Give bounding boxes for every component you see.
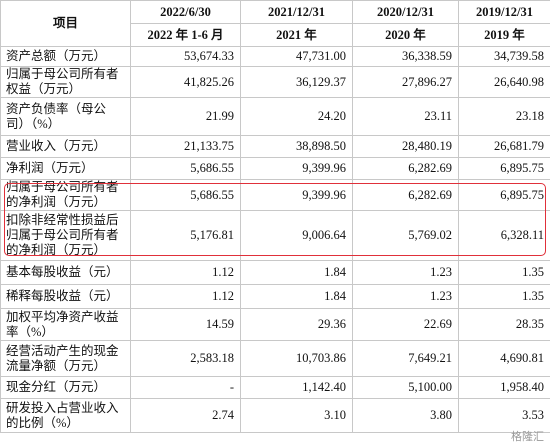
row-label: 经营活动产生的现金流量净额（万元） xyxy=(0,340,131,377)
value-cell: 22.69 xyxy=(352,308,459,341)
value-cell: 1.23 xyxy=(352,284,459,309)
table-row: 营业收入（万元） 21,133.75 38,898.50 28,480.19 26,68… xyxy=(0,135,550,158)
table-row: 研发投入占营业收入的比例（%） 2.74 3.10 3.80 3.53 xyxy=(0,398,550,433)
header-row: 2022 年 1-6 月 2021 年 2020 年 2019 年 xyxy=(1,23,550,47)
value-cell: 24.20 xyxy=(240,97,353,136)
row-label: 加权平均净资产收益率（%） xyxy=(0,308,131,341)
value-cell: 26,640.98 xyxy=(458,66,550,98)
date-header: 2021/12/31 xyxy=(240,0,353,24)
value-cell: 5,686.55 xyxy=(130,157,241,180)
item-header: 项目 xyxy=(0,0,131,47)
table-row: 基本每股收益（元） 1.12 1.84 1.23 1.35 xyxy=(0,260,550,285)
row-label: 资产总额（万元） xyxy=(0,46,131,67)
table-row: 加权平均净资产收益率（%） 14.59 29.36 22.69 28.35 xyxy=(0,308,550,341)
value-cell: 2,583.18 xyxy=(130,340,241,377)
table-row: 资产负债率（母公司）（%） 21.99 24.20 23.11 23.18 xyxy=(0,97,550,136)
value-cell: 26,681.79 xyxy=(458,135,550,158)
date-header: 2019/12/31 xyxy=(458,0,550,24)
value-cell: 9,006.64 xyxy=(240,210,353,261)
value-cell: 3.53 xyxy=(458,398,550,433)
value-cell: 3.80 xyxy=(352,398,459,433)
row-label: 稀释每股收益（元） xyxy=(0,284,131,309)
value-cell: 2.74 xyxy=(130,398,241,433)
row-label: 归属于母公司所有者权益（万元） xyxy=(0,66,131,98)
value-cell: 10,703.86 xyxy=(240,340,353,377)
value-cell: 6,282.69 xyxy=(352,157,459,180)
value-cell: 38,898.50 xyxy=(240,135,353,158)
header-row: 项目 2022/6/30 2021/12/31 2020/12/31 2019/12/3… xyxy=(0,0,550,47)
value-cell: 5,176.81 xyxy=(130,210,241,261)
date-header: 2022/6/30 xyxy=(130,0,241,24)
table-body: 资产总额（万元） 53,674.33 47,731.00 36,338.59 34,73… xyxy=(0,46,550,433)
period-header: 2020 年 xyxy=(352,23,459,47)
value-cell: 29.36 xyxy=(240,308,353,341)
value-cell: 28.35 xyxy=(458,308,550,341)
value-cell: 1.84 xyxy=(240,284,353,309)
value-cell: 27,896.27 xyxy=(352,66,459,98)
value-cell: 34,739.58 xyxy=(458,46,550,67)
row-label: 扣除非经常性损益后归属于母公司所有者的净利润（万元） xyxy=(0,210,131,261)
value-cell: 1.12 xyxy=(130,284,241,309)
row-label: 资产负债率（母公司）（%） xyxy=(0,97,131,136)
value-cell: 9,399.96 xyxy=(240,157,353,180)
row-label: 营业收入（万元） xyxy=(0,135,131,158)
value-cell: 1.35 xyxy=(458,260,550,285)
table-row: 现金分红（万元） -1,142.40 5,100.00 1,958.40 xyxy=(0,376,550,399)
date-header: 2020/12/31 xyxy=(352,0,459,24)
table-row: 经营活动产生的现金流量净额（万元） 2,583.18 10,703.86 7,649.… xyxy=(0,340,550,377)
value-cell: 9,399.96 xyxy=(240,179,353,211)
value-cell: 36,338.59 xyxy=(352,46,459,67)
value-cell: 1.35 xyxy=(458,284,550,309)
value-cell: 36,129.37 xyxy=(240,66,353,98)
highlight-box xyxy=(4,183,546,256)
period-header: 2021 年 xyxy=(240,23,353,47)
value-cell: 28,480.19 xyxy=(352,135,459,158)
value-cell: 1,142.40 xyxy=(240,376,353,399)
table-row: 归属于母公司所有者的净利润（万元） 5,686.55 9,399.96 6,282.6… xyxy=(0,179,550,211)
watermark: 格隆汇 xyxy=(511,430,544,443)
period-header: 2022 年 1-6 月 xyxy=(130,23,241,47)
financial-table: 项目 2022/6/30 2021/12/31 2020/12/31 2019/12/3… xyxy=(0,0,550,433)
value-cell: 4,690.81 xyxy=(458,340,550,377)
value-cell: 41,825.26 xyxy=(130,66,241,98)
value-cell: 1.23 xyxy=(352,260,459,285)
row-label: 现金分红（万元） xyxy=(0,376,131,399)
table-row: 资产总额（万元） 53,674.33 47,731.00 36,338.59 34,73… xyxy=(0,46,550,67)
value-cell: 5,769.02 xyxy=(352,210,459,261)
value-cell: - xyxy=(130,376,241,399)
value-cell: 6,895.75 xyxy=(458,157,550,180)
row-label: 基本每股收益（元） xyxy=(0,260,131,285)
value-cell: 53,674.33 xyxy=(130,46,241,67)
value-cell: 3.10 xyxy=(240,398,353,433)
period-header: 2019 年 xyxy=(458,23,550,47)
table-row: 归属于母公司所有者权益（万元） 41,825.26 36,129.37 27,896.… xyxy=(0,66,550,98)
value-cell: 21.99 xyxy=(130,97,241,136)
table-row: 净利润（万元） 5,686.55 9,399.96 6,282.69 6,895.75 xyxy=(0,157,550,180)
row-label: 研发投入占营业收入的比例（%） xyxy=(0,398,131,433)
value-cell: 5,100.00 xyxy=(352,376,459,399)
value-cell: 6,282.69 xyxy=(352,179,459,211)
table-row: 稀释每股收益（元） 1.12 1.84 1.23 1.35 xyxy=(0,284,550,309)
value-cell: 14.59 xyxy=(130,308,241,341)
value-cell: 21,133.75 xyxy=(130,135,241,158)
value-cell: 1.84 xyxy=(240,260,353,285)
value-cell: 1.12 xyxy=(130,260,241,285)
value-cell: 1,958.40 xyxy=(458,376,550,399)
table-row: 扣除非经常性损益后归属于母公司所有者的净利润（万元） 5,176.81 9,006.… xyxy=(0,210,550,261)
table-header: 项目 2022/6/30 2021/12/31 2020/12/31 2019/12/3… xyxy=(0,0,550,47)
value-cell: 23.18 xyxy=(458,97,550,136)
value-cell: 23.11 xyxy=(352,97,459,136)
row-label: 净利润（万元） xyxy=(0,157,131,180)
value-cell: 47,731.00 xyxy=(240,46,353,67)
value-cell: 7,649.21 xyxy=(352,340,459,377)
